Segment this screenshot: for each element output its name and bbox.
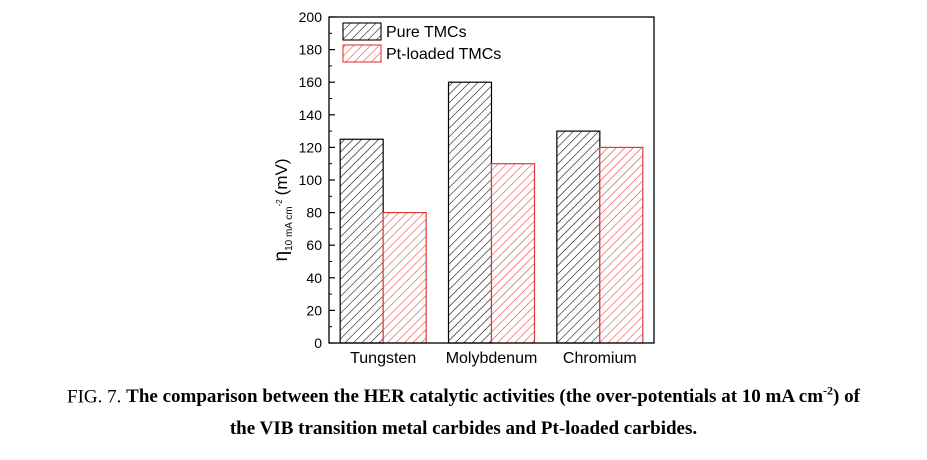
bar-molybdenum-pt-loaded [490,163,536,344]
caption-line1-end: ) of [833,386,860,408]
bar-tungsten-pt-loaded [382,212,427,344]
y-axis-ticks: 0 20 40 60 80 100 120 140 160 180 200 [299,9,335,351]
legend-label: Pt-loaded TMCs [386,46,501,63]
caption-prefix: FIG. 7. [67,386,122,408]
legend-swatch [342,22,382,41]
y-tick-label: 180 [299,42,323,58]
figure-caption: FIG. 7. The comparison between the HER c… [0,378,927,410]
y-axis-subscript: 10 mA cm [284,206,295,250]
y-axis-unit: (mV) [272,159,291,196]
caption-line1: The comparison between the HER catalytic… [126,386,824,408]
legend-swatch [342,44,382,63]
bar-chart: η10 mA cm-2 (mV) 0 20 40 60 80 100 120 140 160 180… [271,9,655,367]
bar-chromium-pure [556,130,601,344]
legend-label: Pure TMCs [386,24,467,41]
figure-caption-line2: the VIB transition metal carbides and Pt… [0,418,927,440]
y-tick-label: 20 [306,302,322,318]
y-tick-label: 140 [299,107,323,123]
y-tick-label: 200 [299,9,323,25]
y-tick-label: 60 [306,237,322,253]
svg-text:η10 mA cm-2(mV): η10 mA cm-2 (mV) [271,159,295,262]
caption-superscript: -2 [823,384,834,398]
x-category-label: Molybdenum [446,350,538,367]
y-tick-label: 80 [306,205,322,221]
y-tick-label: 100 [299,172,323,188]
x-category-label: Chromium [563,350,637,367]
y-tick-label: 0 [314,335,322,351]
legend: Pure TMCs Pt-loaded TMCs [342,22,501,63]
bars [339,81,644,344]
bar-molybdenum-pure [447,81,493,344]
bar-tungsten-pure [339,138,384,344]
plot-frame [328,16,655,344]
x-category-label: Tungsten [350,350,416,367]
x-axis-labels: Tungsten Molybdenum Chromium [350,350,637,367]
y-axis-label: η10 mA cm-2 (mV) [271,159,295,262]
y-tick-label: 120 [299,139,323,155]
y-axis-symbol: η [271,251,292,262]
bar-chromium-pt-loaded [599,146,644,344]
y-tick-label: 40 [306,270,322,286]
y-tick-label: 160 [299,74,323,90]
y-axis-superscript: -2 [275,199,284,207]
caption-line2: the VIB transition metal carbides and Pt… [229,418,698,439]
